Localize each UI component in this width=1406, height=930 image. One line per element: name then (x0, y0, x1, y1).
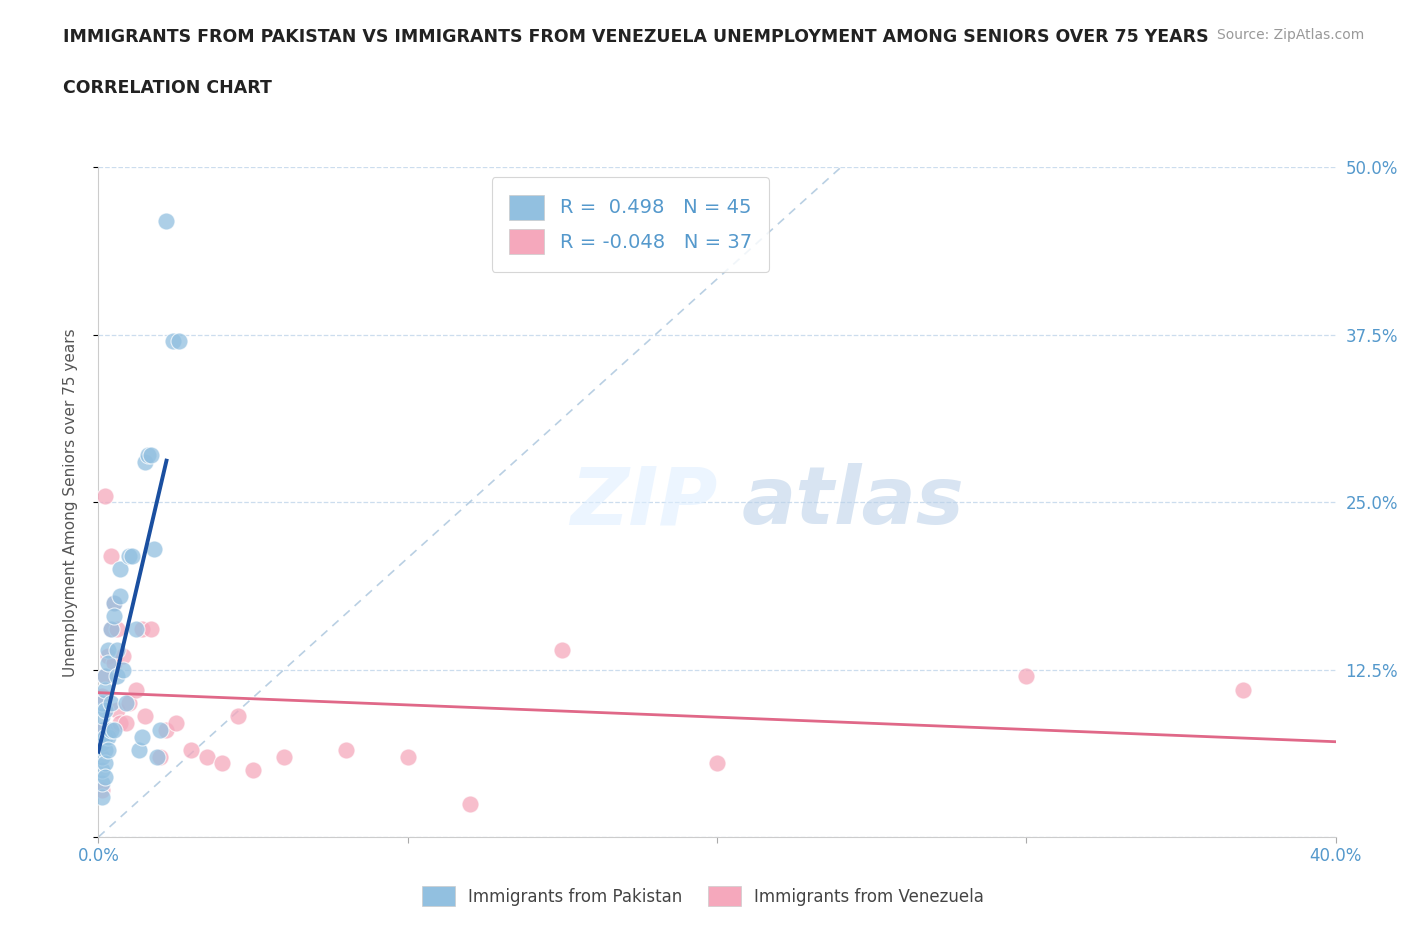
Point (118, 549, 141, 564)
Point (90, 736, 112, 751)
Point (115, 696, 138, 711)
Point (97, 649, 120, 664)
Point (706, 756, 728, 771)
Point (134, 455, 156, 470)
Point (121, 549, 143, 564)
Point (335, 742, 357, 757)
Point (93, 742, 115, 757)
Point (551, 642, 574, 657)
Point (108, 562, 131, 577)
Point (93, 669, 115, 684)
Point (103, 595, 125, 610)
Point (139, 622, 162, 637)
Point (90, 776, 112, 790)
Point (100, 622, 122, 637)
Point (118, 696, 141, 711)
Point (211, 756, 233, 771)
Point (105, 669, 128, 684)
Legend: Immigrants from Pakistan, Immigrants from Venezuela: Immigrants from Pakistan, Immigrants fro… (415, 880, 991, 912)
Point (100, 549, 122, 564)
Point (103, 656, 125, 671)
Point (105, 702, 128, 717)
Point (90, 723, 112, 737)
Point (90, 783, 112, 798)
Point (93, 729, 115, 744)
Point (180, 742, 202, 757)
Point (97, 729, 120, 744)
Point (100, 696, 122, 711)
Point (93, 488, 115, 503)
Point (112, 649, 135, 664)
Point (108, 589, 131, 604)
Point (90, 723, 112, 737)
Point (105, 622, 128, 637)
Point (103, 595, 125, 610)
Point (128, 742, 150, 757)
Point (103, 608, 125, 623)
Point (149, 750, 172, 764)
Point (139, 448, 162, 463)
Point (100, 622, 122, 637)
Point (195, 750, 218, 764)
Point (124, 683, 146, 698)
Point (226, 709, 249, 724)
Point (136, 448, 159, 463)
Point (396, 750, 419, 764)
Point (1015, 669, 1038, 684)
Y-axis label: Unemployment Among Seniors over 75 years: Unemployment Among Seniors over 75 years (63, 328, 77, 676)
Point (155, 214, 177, 229)
Point (90, 709, 112, 724)
Point (93, 683, 115, 698)
Point (112, 662, 135, 677)
Point (103, 723, 125, 737)
Point (143, 541, 166, 556)
Point (131, 729, 153, 744)
Point (97, 656, 120, 671)
Text: Source: ZipAtlas.com: Source: ZipAtlas.com (1216, 28, 1364, 42)
Point (97, 742, 120, 757)
Text: IMMIGRANTS FROM PAKISTAN VS IMMIGRANTS FROM VENEZUELA UNEMPLOYMENT AMONG SENIORS: IMMIGRANTS FROM PAKISTAN VS IMMIGRANTS F… (63, 28, 1209, 46)
Point (90, 750, 112, 764)
Point (273, 750, 295, 764)
Point (97, 723, 120, 737)
Point (93, 669, 115, 684)
Legend: R =  0.498   N = 45, R = -0.048   N = 37: R = 0.498 N = 45, R = -0.048 N = 37 (492, 177, 769, 272)
Point (124, 622, 146, 637)
Point (105, 642, 128, 657)
Point (131, 622, 153, 637)
Point (100, 723, 122, 737)
Text: CORRELATION CHART: CORRELATION CHART (63, 79, 273, 97)
Point (242, 763, 264, 777)
Point (90, 689, 112, 704)
Point (90, 790, 112, 804)
Point (134, 709, 156, 724)
Point (90, 696, 112, 711)
Point (162, 334, 184, 349)
Point (93, 769, 115, 784)
Point (90, 763, 112, 777)
Point (1232, 683, 1254, 698)
Point (93, 702, 115, 717)
Point (149, 723, 172, 737)
Text: ZIP: ZIP (569, 463, 717, 541)
Point (146, 750, 169, 764)
Point (97, 642, 120, 657)
Point (165, 716, 187, 731)
Point (115, 716, 138, 731)
Point (93, 756, 115, 771)
Point (167, 334, 190, 349)
Point (155, 723, 177, 737)
Point (458, 796, 481, 811)
Text: atlas: atlas (742, 463, 965, 541)
Point (108, 716, 131, 731)
